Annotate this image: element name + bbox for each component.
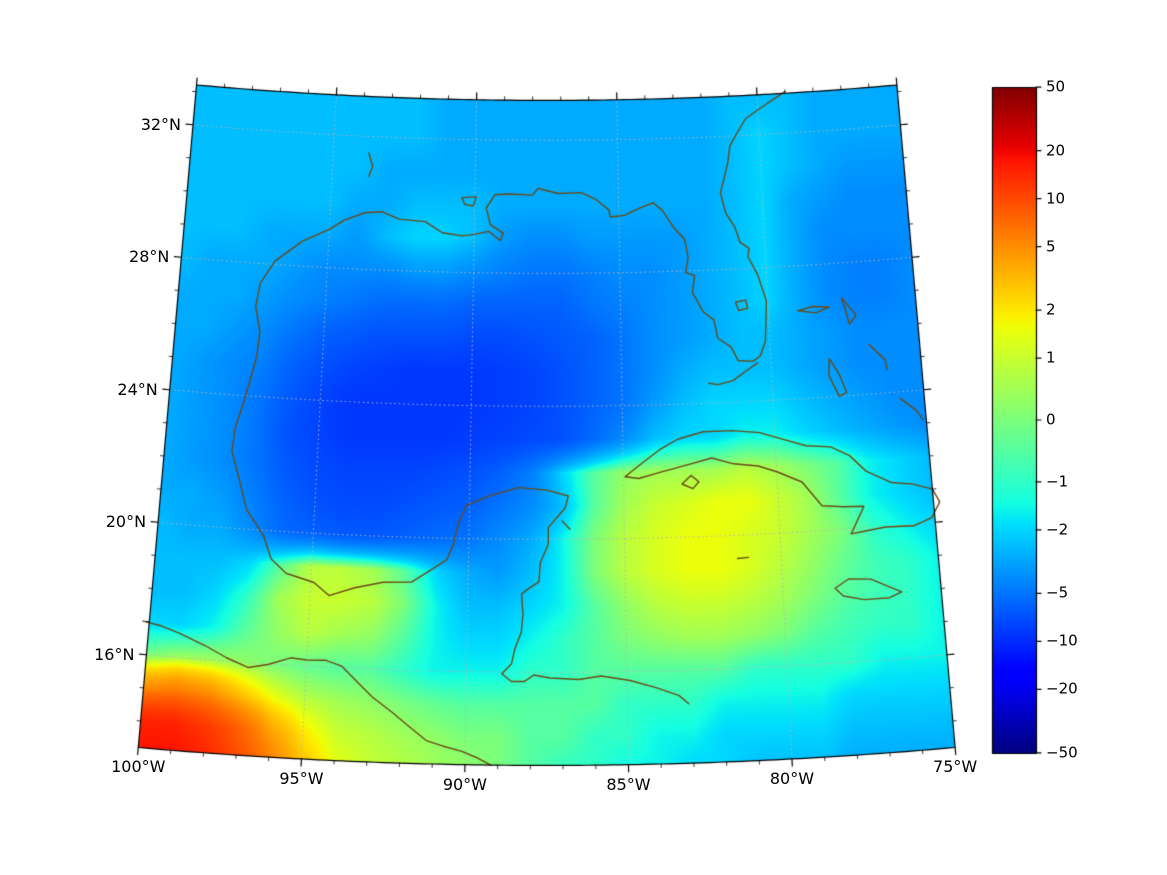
lon-tick-label: 75°W [933, 757, 978, 777]
colorbar-tick-label: 5 [1046, 237, 1056, 256]
lon-tick-label: 100°W [111, 757, 166, 777]
lat-tick-label: 24°N [117, 379, 158, 399]
colorbar-tick-label: 20 [1046, 141, 1066, 160]
lat-tick-label: 16°N [94, 644, 135, 664]
lat-tick-label: 20°N [105, 512, 147, 532]
lat-tick-label: 28°N [129, 247, 170, 267]
colorbar-tick-label: 10 [1046, 189, 1066, 208]
colorbar-tick-label: −10 [1046, 631, 1078, 650]
colorbar-tick-label: 1 [1046, 348, 1056, 367]
lon-tick-label: 95°W [279, 768, 324, 788]
colorbar-tick-label: −20 [1046, 679, 1078, 698]
lat-tick-label: 32°N [140, 114, 182, 134]
colorbar-tick-label: −2 [1046, 520, 1069, 539]
colorbar-tick-label: −50 [1046, 743, 1078, 762]
colorbar-tick-label: −1 [1046, 472, 1069, 491]
colorbar-tick-label: 50 [1046, 77, 1066, 96]
lon-tick-label: 80°W [769, 768, 815, 788]
colorbar-tick-label: 0 [1046, 410, 1056, 429]
lon-tick-label: 85°W [606, 774, 651, 794]
colorbar-tick-label: −5 [1046, 583, 1069, 602]
lon-tick-label: 90°W [442, 774, 487, 794]
colorbar-tick-label: 2 [1046, 300, 1056, 319]
